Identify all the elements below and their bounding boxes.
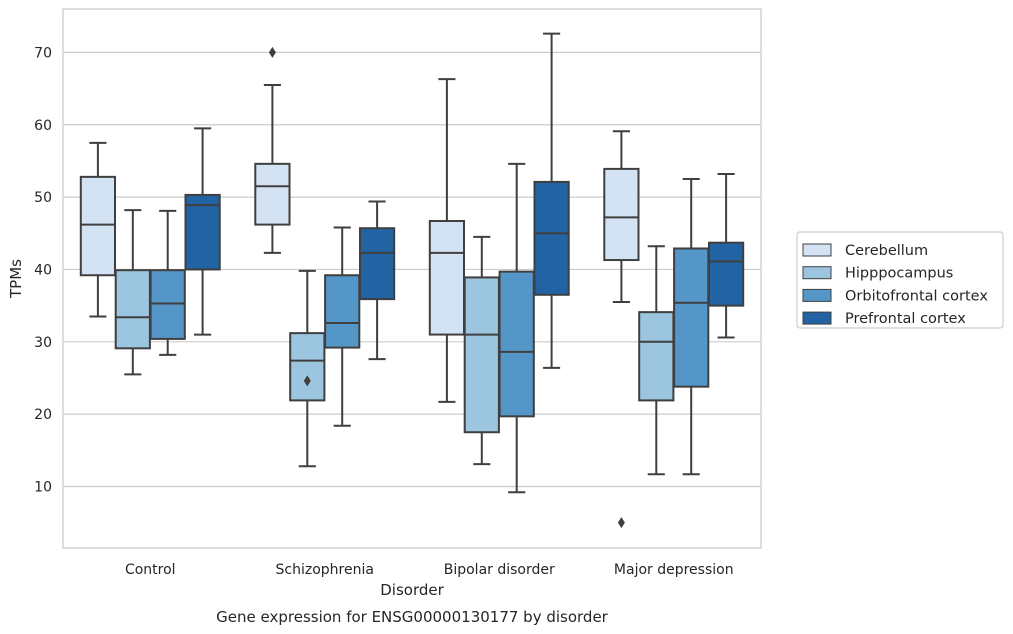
chart-caption: Gene expression for ENSG00000130177 by d… xyxy=(216,608,609,626)
iqr-box xyxy=(498,270,535,418)
box-2-3 xyxy=(533,32,570,369)
box-2-2 xyxy=(498,162,535,494)
box-1-1 xyxy=(289,269,326,468)
box-3-2 xyxy=(673,178,710,476)
y-tick-label: 20 xyxy=(34,407,52,423)
box-2-0 xyxy=(428,78,466,403)
x-axis-label: Disorder xyxy=(380,581,444,599)
outlier-point xyxy=(303,375,311,387)
box-0-1 xyxy=(114,209,151,376)
box-3-1 xyxy=(638,245,675,476)
y-tick-label: 70 xyxy=(34,45,52,61)
iqr-box xyxy=(638,311,675,402)
x-tick-label: Bipolar disorder xyxy=(444,562,555,578)
iqr-box xyxy=(184,193,221,271)
iqr-box xyxy=(79,175,117,277)
box-0-3 xyxy=(184,127,221,336)
y-tick-label: 50 xyxy=(34,190,52,206)
outlier-point xyxy=(617,517,625,529)
y-tick-label: 10 xyxy=(34,480,52,496)
plot-frame xyxy=(62,8,762,549)
legend-label: Orbitofrontal cortex xyxy=(845,288,988,304)
legend-label: Prefrontal cortex xyxy=(845,311,966,327)
box-0-2 xyxy=(149,209,186,356)
iqr-box xyxy=(324,274,361,349)
box-2-1 xyxy=(463,235,500,466)
box-0-0 xyxy=(79,141,117,318)
box-1-2 xyxy=(324,226,361,427)
iqr-box xyxy=(707,241,745,307)
legend: Cerebellum Hipppocampus Orbitofrontal cort… xyxy=(796,231,1004,329)
box-1-0 xyxy=(254,46,291,254)
y-axis-label: TPMs xyxy=(7,259,25,299)
legend-swatch xyxy=(802,243,832,257)
y-tick-label: 40 xyxy=(34,262,52,278)
box-3-0 xyxy=(603,130,640,529)
box-plots xyxy=(79,32,745,529)
legend-label: Cerebellum xyxy=(845,243,928,259)
iqr-box xyxy=(114,269,151,350)
iqr-box xyxy=(533,180,570,296)
iqr-box xyxy=(603,167,640,262)
iqr-box xyxy=(254,162,291,226)
y-tick-labels: 10 20 30 40 50 60 70 xyxy=(34,45,52,495)
iqr-box xyxy=(149,269,186,340)
x-tick-label: Control xyxy=(125,562,176,578)
iqr-box xyxy=(289,332,326,402)
iqr-box xyxy=(358,227,396,301)
box-3-3 xyxy=(707,172,745,339)
iqr-box xyxy=(428,219,466,336)
x-tick-label: Major depression xyxy=(614,562,734,578)
x-tick-labels: Control Schizophrenia Bipolar disorder Majo… xyxy=(125,562,734,578)
legend-swatch xyxy=(802,311,832,325)
legend-swatch xyxy=(802,288,832,302)
iqr-box xyxy=(673,247,710,388)
outlier-point xyxy=(268,46,276,58)
legend-swatch xyxy=(802,266,832,280)
x-tick-label: Schizophrenia xyxy=(276,562,374,578)
legend-label: Hipppocampus xyxy=(845,266,953,282)
legend-frame xyxy=(796,231,1004,329)
iqr-box xyxy=(463,276,500,434)
y-tick-label: 30 xyxy=(34,335,52,351)
y-tick-label: 60 xyxy=(34,118,52,134)
box-1-3 xyxy=(358,200,396,361)
